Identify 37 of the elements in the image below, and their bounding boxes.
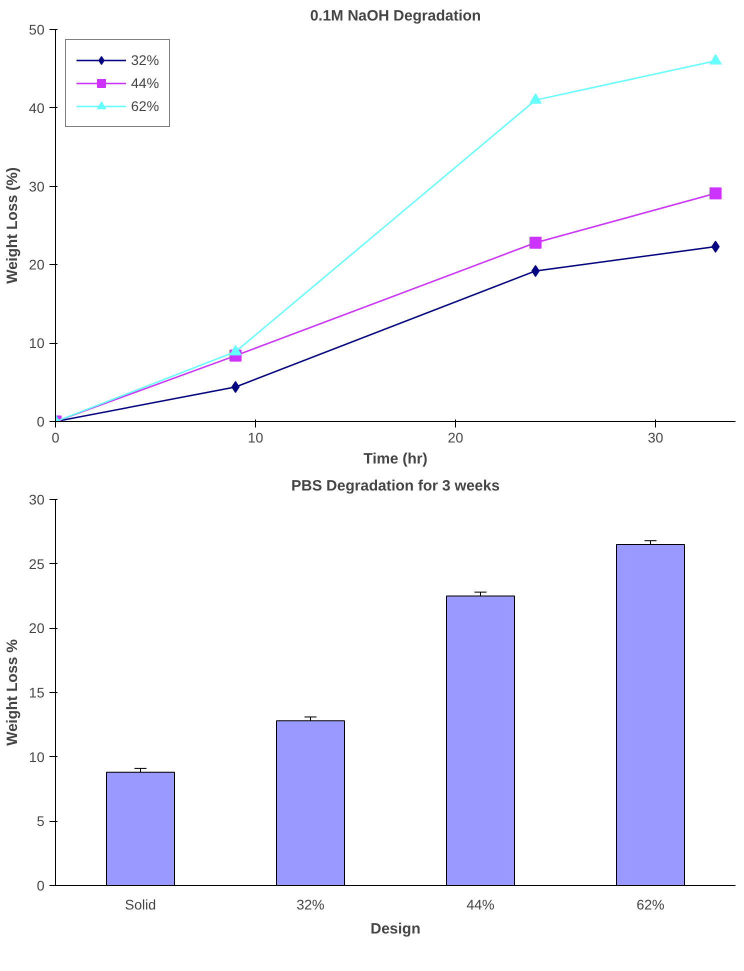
y-tick-label: 0 — [36, 878, 45, 894]
y-tick-label: 5 — [36, 813, 45, 830]
x-tick-label: 0 — [52, 430, 60, 446]
legend-label: 44% — [131, 75, 160, 91]
x-tick-label: 20 — [448, 430, 464, 446]
y-tick-label: 20 — [28, 256, 45, 273]
y-tick-label: 30 — [28, 492, 45, 508]
point — [710, 54, 722, 65]
x-tick-label: 44% — [466, 896, 495, 912]
legend-label: 32% — [131, 52, 160, 68]
x-tick-label: 62% — [636, 896, 665, 912]
x-axis-title: Time (hr) — [364, 450, 428, 468]
point — [710, 187, 722, 200]
y-tick-label: 40 — [28, 100, 45, 116]
x-tick-label: Solid — [124, 896, 156, 912]
point — [531, 264, 540, 277]
point — [231, 381, 240, 394]
point — [530, 236, 542, 249]
y-tick-label: 50 — [28, 22, 45, 38]
x-axis-title: Design — [370, 920, 421, 938]
y-axis-title: Weight Loss (%) — [4, 167, 21, 284]
point — [711, 240, 720, 253]
point — [530, 93, 542, 104]
x-tick-label: 30 — [648, 430, 664, 446]
x-tick-label: 32% — [296, 896, 325, 912]
y-tick-label: 15 — [28, 684, 45, 700]
y-tick-label: 25 — [28, 556, 45, 572]
chart-title: PBS Degradation for 3 weeks — [291, 478, 500, 494]
y-tick-label: 10 — [28, 335, 45, 352]
y-tick-label: 10 — [28, 748, 45, 765]
y-tick-label: 20 — [28, 620, 45, 636]
y-tick-label: 0 — [36, 414, 45, 430]
y-axis-title: Weight Loss % — [4, 639, 21, 746]
y-tick-label: 30 — [28, 178, 45, 194]
chart-title: 0.1M NaOH Degradation — [310, 8, 481, 24]
legend-label: 62% — [131, 98, 160, 114]
x-tick-label: 10 — [248, 430, 264, 446]
